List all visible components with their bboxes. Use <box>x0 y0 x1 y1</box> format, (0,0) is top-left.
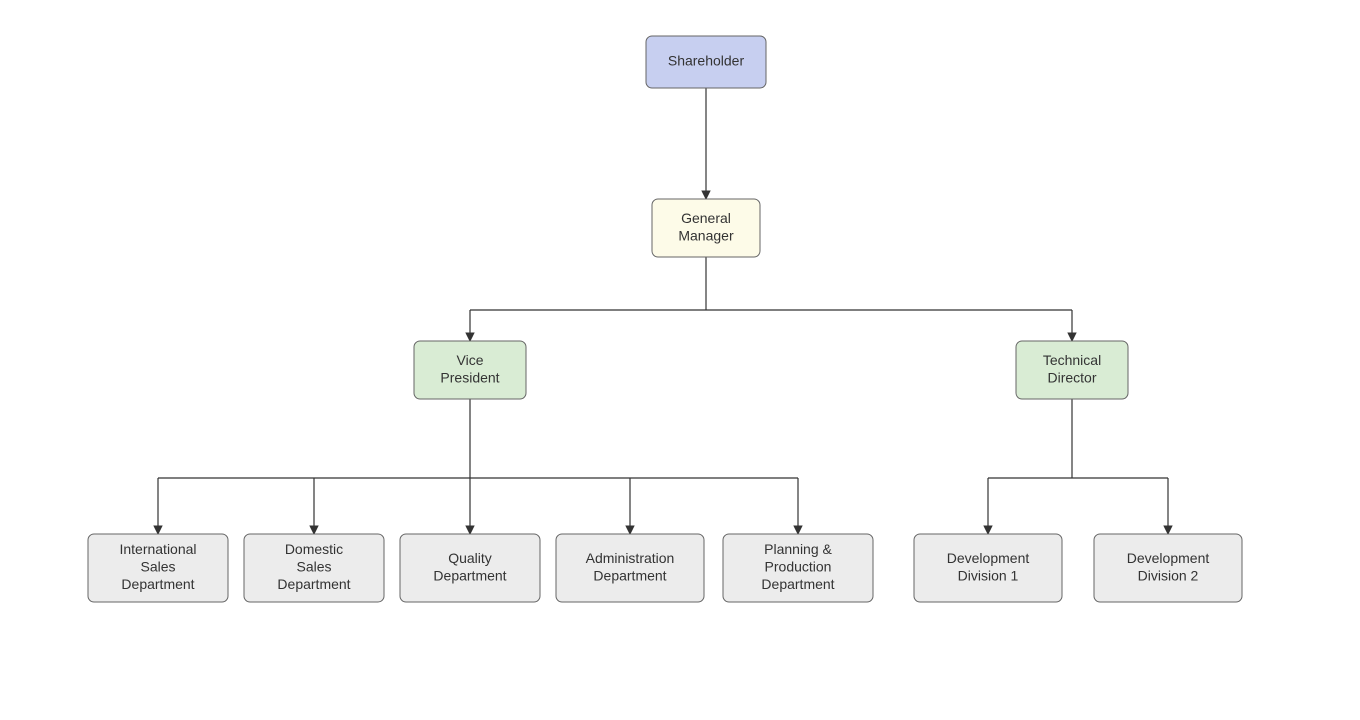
node-label: Department <box>277 576 350 592</box>
node-label: Development <box>1127 550 1210 566</box>
node-label: Development <box>947 550 1030 566</box>
nodes: Shareholder GeneralManager VicePresident Te… <box>88 36 1242 602</box>
node-label: Vice <box>457 352 484 368</box>
node-label: Department <box>593 567 666 583</box>
node-label: Director <box>1047 369 1096 385</box>
node-label: Department <box>121 576 194 592</box>
node-label: Production <box>765 559 832 575</box>
node-label: Sales <box>296 559 331 575</box>
node-label: Division 1 <box>958 567 1019 583</box>
node-label: Department <box>761 576 834 592</box>
node-gm: GeneralManager <box>652 199 760 257</box>
node-label: Manager <box>678 227 734 243</box>
edges <box>158 88 1168 534</box>
node-label: Quality <box>448 550 492 566</box>
node-quality: QualityDepartment <box>400 534 540 602</box>
node-label: Sales <box>140 559 175 575</box>
node-dev1: DevelopmentDivision 1 <box>914 534 1062 602</box>
node-label: Planning & <box>764 541 832 557</box>
node-label: Technical <box>1043 352 1101 368</box>
node-plan: Planning & ProductionDepartment <box>723 534 873 602</box>
node-vp: VicePresident <box>414 341 526 399</box>
node-label: President <box>440 369 499 385</box>
node-shareholder: Shareholder <box>646 36 766 88</box>
node-label: General <box>681 210 731 226</box>
node-label: Division 2 <box>1138 567 1199 583</box>
org-chart: Shareholder GeneralManager VicePresident Te… <box>0 0 1360 720</box>
node-dev2: DevelopmentDivision 2 <box>1094 534 1242 602</box>
node-admin: AdministrationDepartment <box>556 534 704 602</box>
node-td: TechnicalDirector <box>1016 341 1128 399</box>
node-label: Domestic <box>285 541 343 557</box>
node-intl: International SalesDepartment <box>88 534 228 602</box>
node-dom: Domestic SalesDepartment <box>244 534 384 602</box>
node-label: Administration <box>586 550 675 566</box>
node-label: International <box>119 541 196 557</box>
node-label: Department <box>433 567 506 583</box>
node-label: Shareholder <box>668 53 745 69</box>
